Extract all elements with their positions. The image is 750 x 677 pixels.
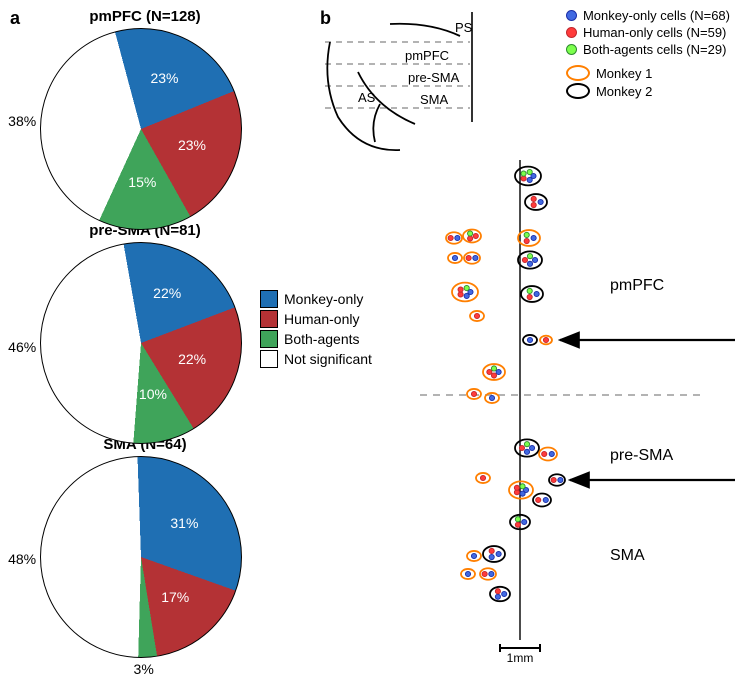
recording-site: [461, 569, 475, 579]
recording-site: [539, 448, 557, 461]
recording-site: [467, 551, 481, 561]
svg-text:SMA: SMA: [610, 547, 645, 564]
recording-site: [446, 232, 462, 244]
recording-site: [525, 194, 547, 210]
recording-site: [509, 481, 533, 498]
recording-site: [518, 251, 542, 268]
recording-site: [490, 587, 510, 601]
recording-site: [483, 546, 505, 562]
recording-site: [448, 253, 462, 263]
svg-text:pmPFC: pmPFC: [610, 277, 664, 294]
recording-site: [549, 474, 565, 486]
recording-site: [476, 473, 490, 483]
recording-site: [483, 364, 505, 380]
recording-site: [523, 335, 537, 345]
recording-site: [521, 286, 543, 302]
recording-site: [463, 230, 481, 243]
recording-site: [515, 439, 539, 456]
recording-site: [480, 568, 496, 580]
recording-site: [533, 494, 551, 507]
recording-site: [452, 283, 478, 302]
recording-site-map: pmPFC pre-SMA SMA 1mm: [0, 0, 750, 671]
recording-site: [464, 252, 480, 264]
svg-text:1mm: 1mm: [507, 651, 534, 665]
recording-site: [518, 230, 540, 246]
recording-site: [515, 167, 541, 186]
recording-site: [540, 336, 552, 345]
svg-text:pre-SMA: pre-SMA: [610, 447, 673, 464]
figure-root: a b pmPFC (N=128) pre-SMA (N=81) SMA (N=…: [0, 0, 750, 671]
recording-site: [470, 311, 484, 321]
